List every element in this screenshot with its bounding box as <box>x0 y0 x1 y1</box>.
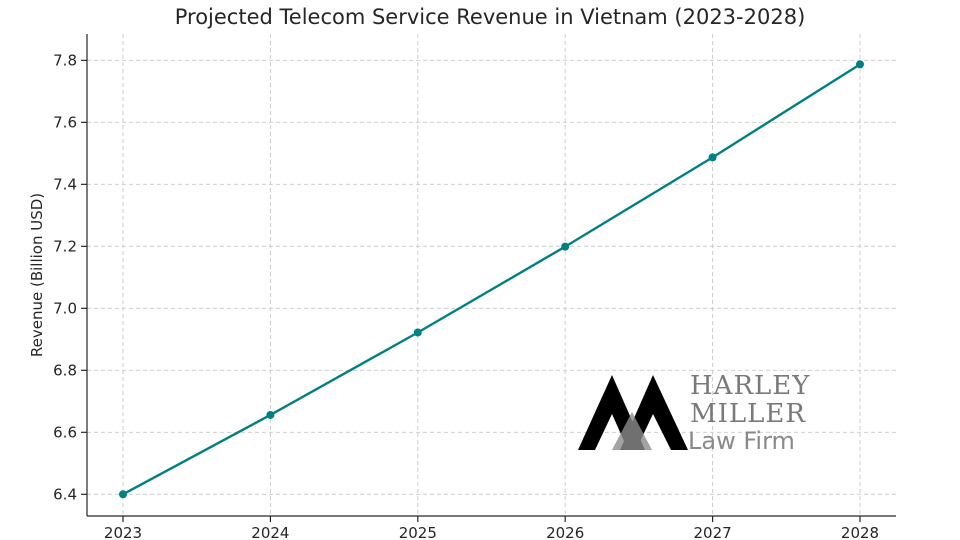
y-axis-label: Revenue (Billion USD) <box>28 193 46 357</box>
law-firm-watermark: HARLEY MILLER Law Firm <box>578 371 810 455</box>
y-tick-label: 6.4 <box>53 485 77 503</box>
y-tick-label: 6.6 <box>53 423 77 441</box>
watermark-line1: HARLEY <box>690 371 810 401</box>
y-tick-label: 7.0 <box>53 299 77 317</box>
data-point-2028 <box>856 60 864 68</box>
y-tick-label: 7.6 <box>53 113 77 131</box>
x-tick-label: 2026 <box>546 524 584 540</box>
y-tick-label: 7.4 <box>53 175 77 193</box>
chart-title: Projected Telecom Service Revenue in Vie… <box>175 5 806 29</box>
data-point-2026 <box>561 243 569 251</box>
watermark-line3: Law Firm <box>688 427 795 455</box>
data-point-2024 <box>266 411 274 419</box>
harley-miller-logo-icon <box>578 375 688 450</box>
x-tick-label: 2024 <box>251 524 289 540</box>
x-tick-label: 2023 <box>104 524 142 540</box>
x-tick-label: 2025 <box>399 524 437 540</box>
y-tick-label: 7.2 <box>53 237 77 255</box>
data-point-2027 <box>709 153 717 161</box>
data-point-2025 <box>414 328 422 336</box>
y-tick-label: 6.8 <box>53 361 77 379</box>
x-tick-label: 2028 <box>841 524 879 540</box>
data-point-2023 <box>119 490 127 498</box>
x-tick-label: 2027 <box>694 524 732 540</box>
watermark-line2: MILLER <box>690 399 806 429</box>
y-tick-label: 7.8 <box>53 51 77 69</box>
